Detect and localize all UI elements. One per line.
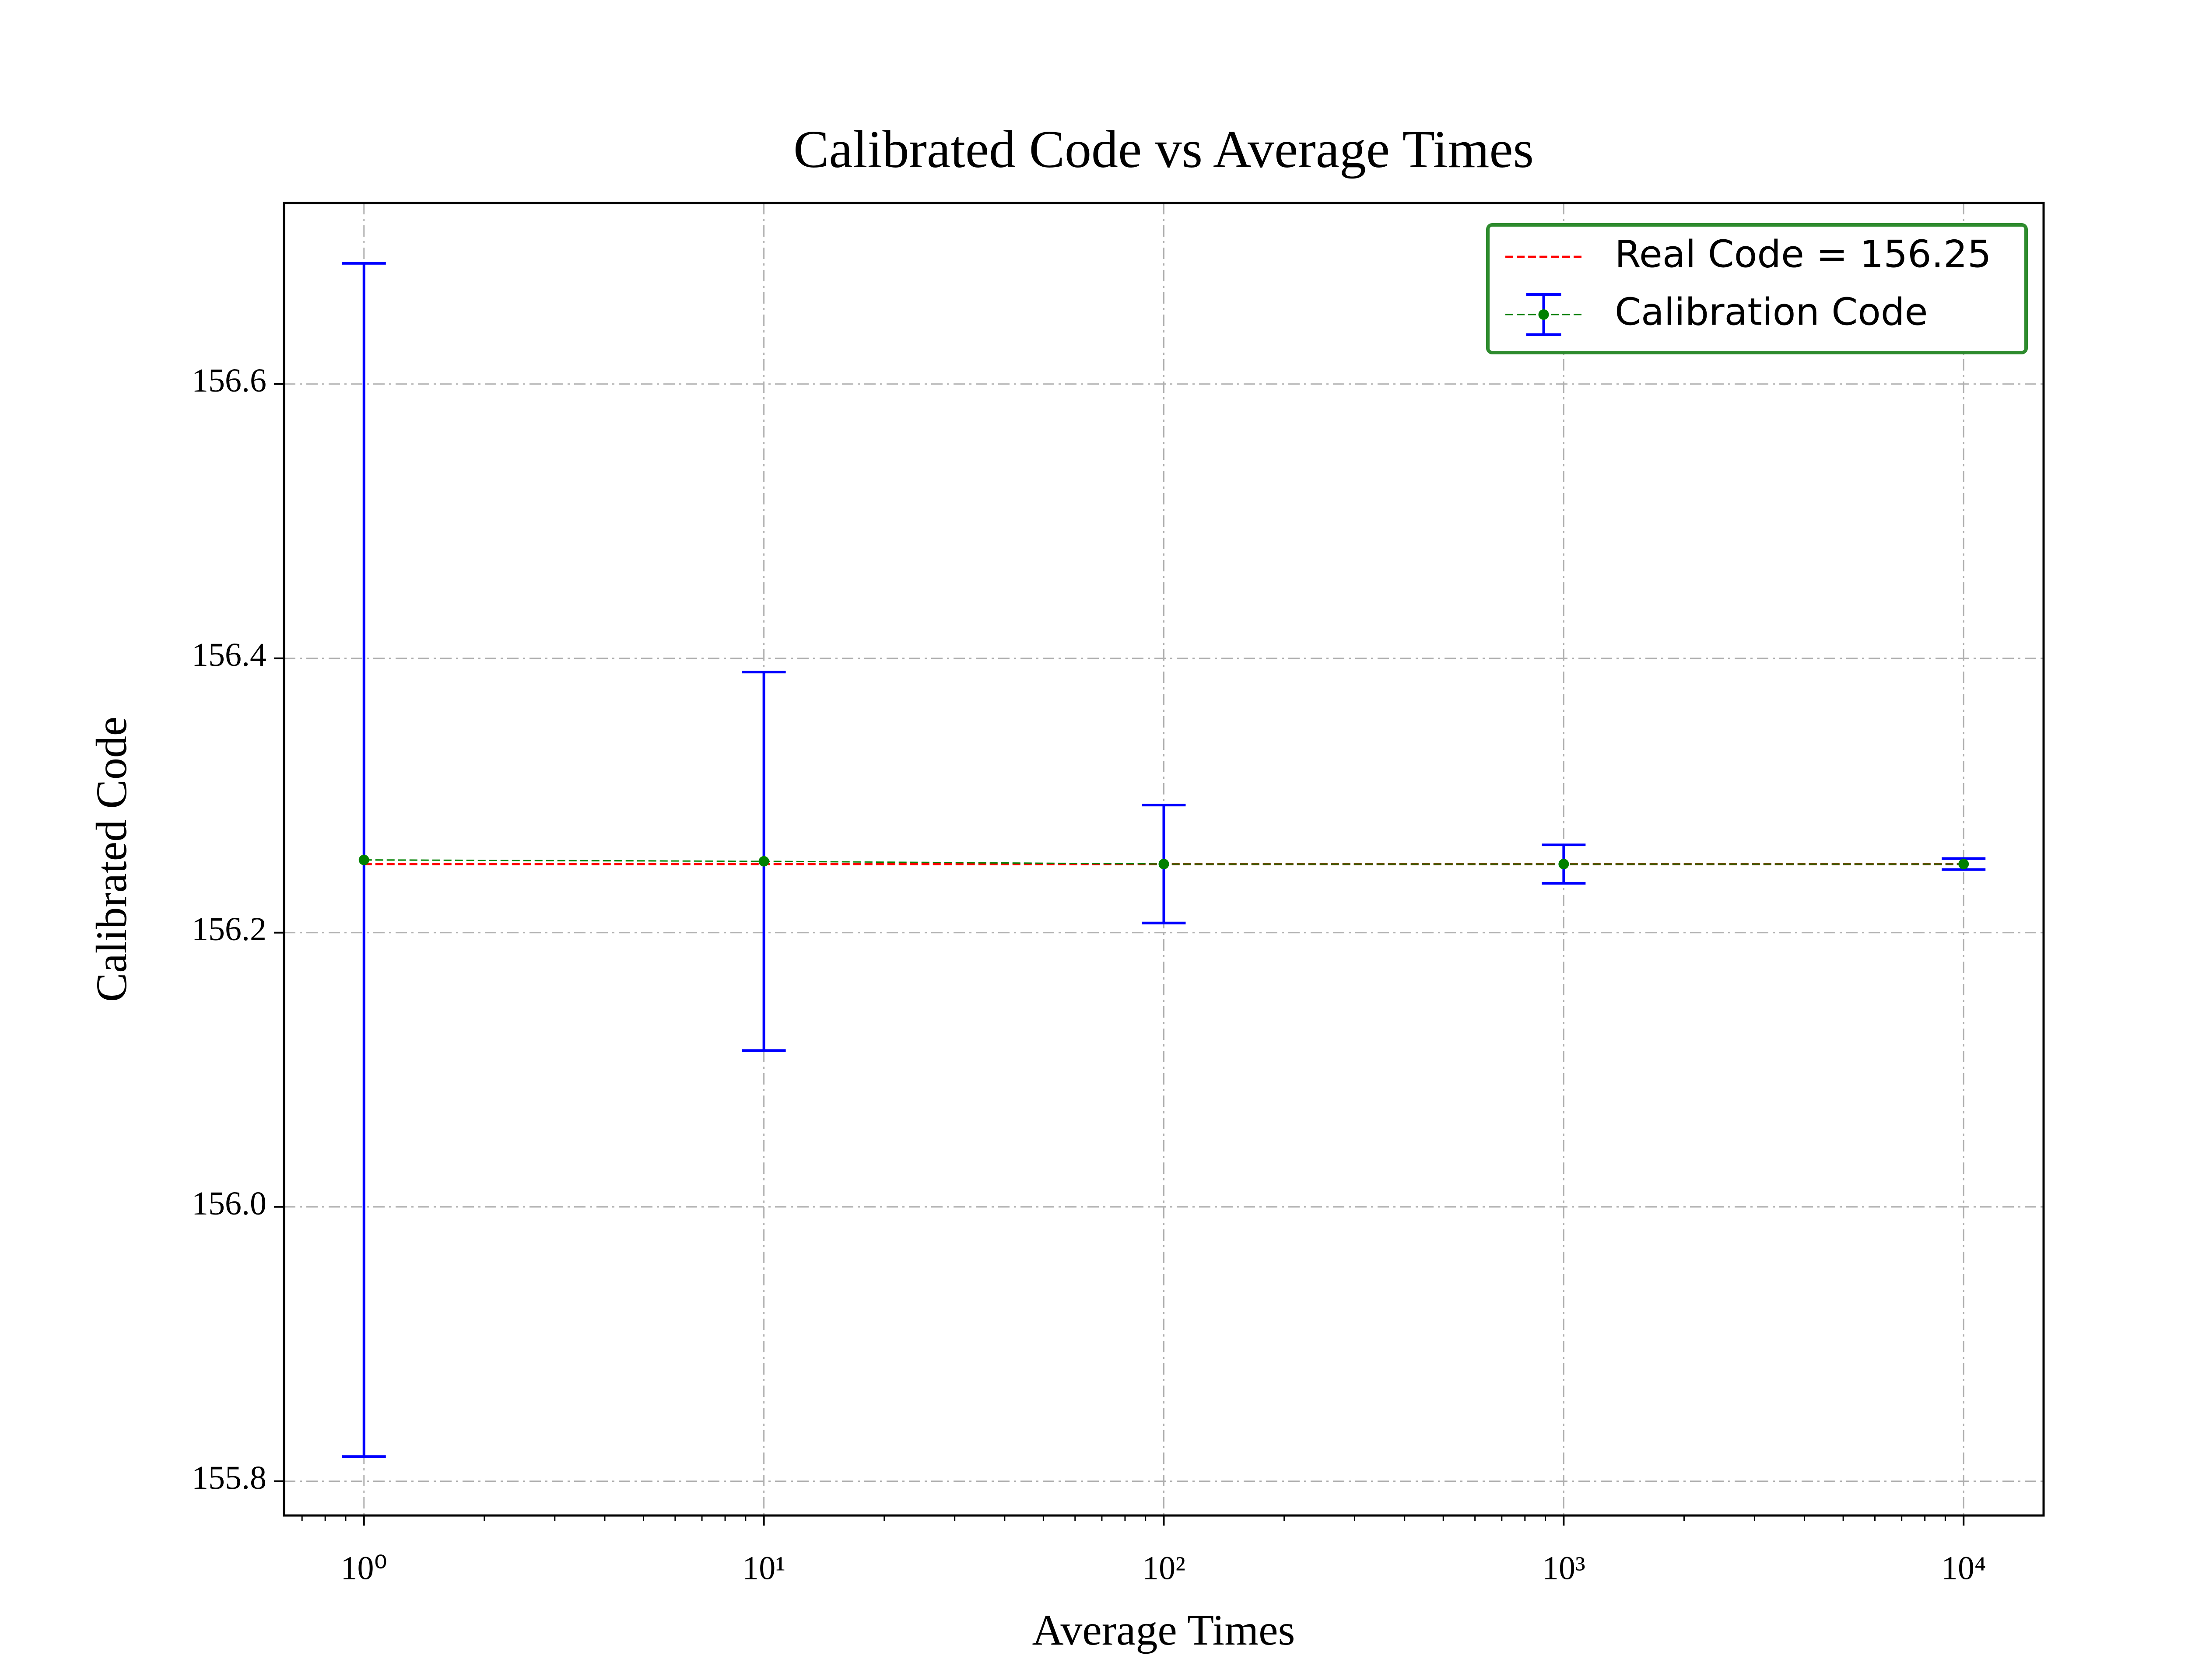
y-tick-label: 156.6 [192,362,266,399]
data-point [758,856,769,867]
y-tick-label: 156.4 [192,637,266,673]
legend-label: Calibration Code [1615,290,1928,334]
x-tick-label: 10³ [1542,1550,1585,1586]
data-point [1158,858,1169,869]
legend-label: Real Code = 156.25 [1615,232,1992,276]
legend-box [1486,223,2028,354]
y-tick-label: 156.2 [192,911,266,948]
x-tick-label: 10⁰ [341,1550,387,1586]
data-point [358,854,369,865]
legend-marker [1538,309,1549,320]
plot-frame [283,202,2045,1517]
x-tick-label: 10² [1142,1550,1185,1586]
x-tick-label: 10⁴ [1941,1550,1986,1586]
x-axis-label: Average Times [1032,1606,1295,1654]
chart-title: Calibrated Code vs Average Times [793,120,1534,179]
data-point [1558,858,1569,869]
x-tick-label: 10¹ [742,1550,785,1586]
data-point [1958,858,1969,869]
y-tick-label: 156.0 [192,1185,266,1222]
y-tick-label: 155.8 [192,1460,266,1496]
y-axis-label: Calibrated Code [87,717,136,1002]
legend: Real Code = 156.25 Calibration Code [1486,223,2028,354]
